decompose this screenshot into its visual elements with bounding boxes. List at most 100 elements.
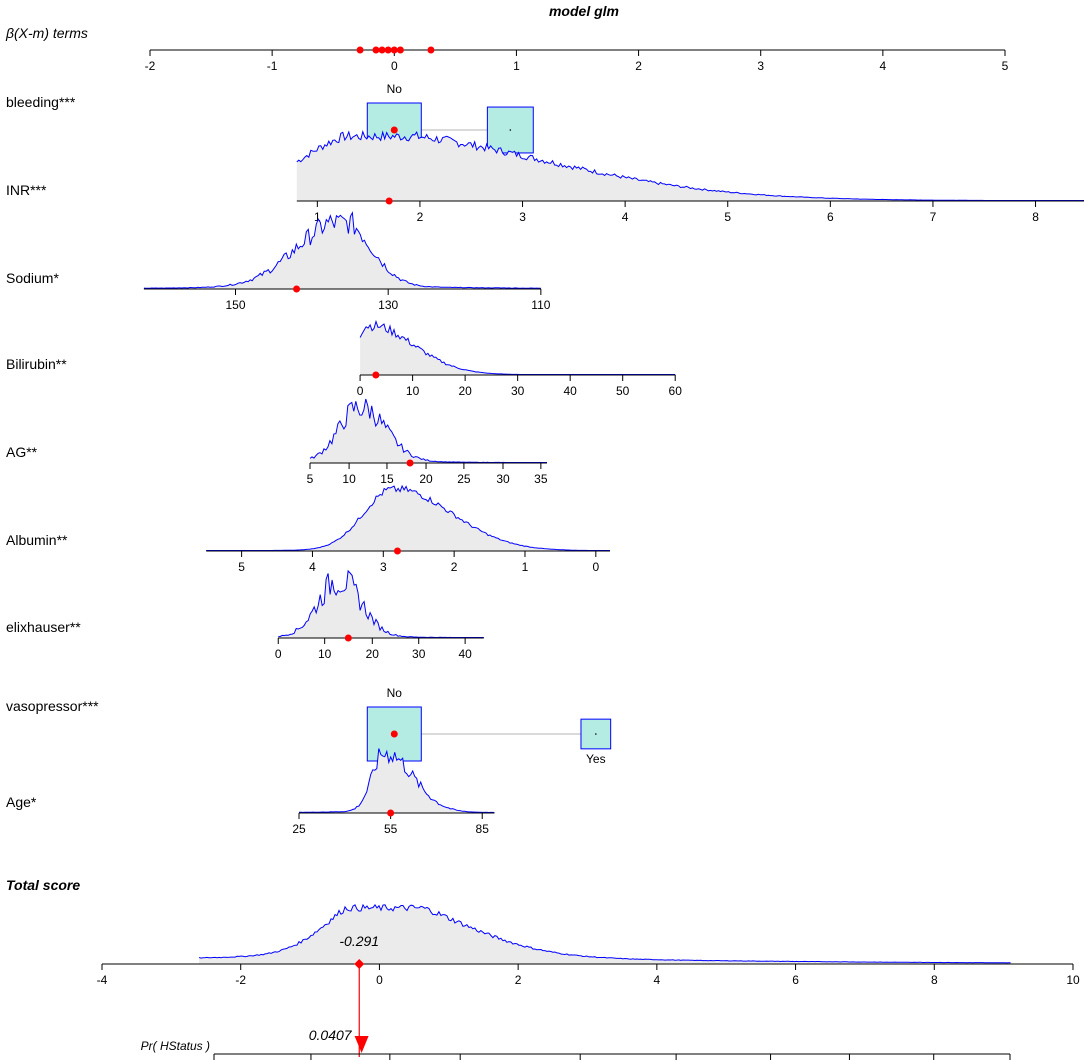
probability-label: Pr( HStatus ) (141, 1039, 210, 1053)
probability-observed-marker (354, 1036, 369, 1053)
elixhauser-tick-label: 10 (318, 647, 332, 661)
beta-point (390, 46, 398, 54)
albumin-density-fill (206, 486, 610, 551)
ag-tick-label: 35 (534, 472, 548, 486)
ag-tick-label: 10 (342, 472, 356, 486)
variable-label-bleeding: bleeding*** (6, 94, 76, 110)
sodium-tick-label: 150 (225, 298, 245, 312)
elixhauser-density-fill (278, 570, 484, 638)
ag-tick-label: 25 (457, 472, 471, 486)
albumin-tick-label: 2 (451, 560, 458, 574)
sodium-density-curve (143, 211, 541, 289)
bilirubin-tick-label: 0 (357, 384, 364, 398)
bilirubin-density-fill (360, 321, 676, 375)
inr-density-fill (296, 131, 1084, 201)
total-score-tick-label: 10 (1066, 973, 1080, 987)
vasopressor-category-yes: Yes (586, 752, 606, 766)
beta-scale-tick-label: 5 (1002, 59, 1009, 73)
elixhauser-tick-label: 0 (275, 647, 282, 661)
bilirubin-observed-marker (372, 371, 380, 379)
bilirubin-tick-label: 30 (511, 384, 525, 398)
inr-tick-label: 4 (622, 210, 629, 224)
beta-point (427, 46, 435, 54)
variable-label-albumin: Albumin** (6, 532, 68, 548)
variable-label-elixhauser: elixhauser** (6, 619, 81, 635)
ag-tick-label: 5 (307, 472, 314, 486)
beta-scale-tick-label: 0 (391, 59, 398, 73)
albumin-tick-label: 5 (238, 560, 245, 574)
sodium-tick-label: 130 (378, 298, 398, 312)
beta-point (384, 46, 392, 54)
albumin-observed-marker (393, 547, 401, 555)
total-score-tick-label: 2 (515, 973, 522, 987)
total-score-observed-label: -0.291 (339, 933, 379, 949)
ag-tick-label: 20 (419, 472, 433, 486)
inr-tick-label: 3 (519, 210, 526, 224)
albumin-density-curve (206, 484, 610, 551)
age-observed-marker (387, 809, 395, 817)
age-tick-label: 55 (384, 822, 398, 836)
total-score-observed-marker (354, 959, 365, 969)
inr-tick-label: 2 (417, 210, 424, 224)
total-score-tick-label: 4 (654, 973, 661, 987)
variable-label-bilirubin: Bilirubin** (6, 356, 67, 372)
bilirubin-tick-label: 60 (669, 384, 683, 398)
elixhauser-density-curve (278, 569, 484, 639)
total-score-density-curve (198, 903, 1011, 964)
inr-observed-marker (385, 197, 393, 205)
ag-observed-marker (406, 459, 414, 467)
inr-tick-label: 5 (724, 210, 731, 224)
beta-scale-tick-label: -2 (145, 59, 156, 73)
variable-label-age: Age* (6, 794, 37, 810)
chart-body: β(X-m) terms -2 -1 0 1 2 3 4 5 bleeding*** No Yes IN… (5, 25, 1084, 1060)
beta-point (372, 46, 380, 54)
inr-tick-label: 1 (314, 210, 321, 224)
beta-scale-tick-label: -1 (267, 59, 278, 73)
beta-point (378, 46, 386, 54)
albumin-tick-label: 4 (309, 560, 316, 574)
inr-tick-label: 6 (827, 210, 834, 224)
age-tick-label: 25 (292, 822, 306, 836)
total-score-tick-label: 0 (376, 973, 383, 987)
sodium-tick-label: 110 (531, 298, 550, 312)
vasopressor-yes-center (595, 733, 597, 735)
total-score-tick-label: -2 (235, 973, 246, 987)
beta-scale-tick-label: 3 (757, 59, 764, 73)
variable-label-ag: AG** (6, 444, 38, 460)
bleeding-observed-marker (390, 126, 398, 134)
total-score-tick-label: -4 (97, 973, 108, 987)
ag-tick-label: 15 (380, 472, 394, 486)
age-tick-label: 85 (476, 822, 490, 836)
age-density-curve (298, 748, 495, 814)
sodium-density-fill (143, 212, 541, 289)
vasopressor-category-no: No (387, 686, 403, 700)
bilirubin-tick-label: 50 (616, 384, 630, 398)
variable-label-vasopressor: vasopressor*** (6, 698, 99, 714)
elixhauser-tick-label: 30 (412, 647, 426, 661)
total-score-density-fill (199, 904, 1011, 964)
age-density-fill (299, 748, 495, 813)
total-score-tick-label: 8 (931, 973, 938, 987)
albumin-tick-label: 0 (592, 560, 599, 574)
variable-label-inr: INR*** (6, 182, 47, 198)
elixhauser-tick-label: 40 (458, 647, 472, 661)
bilirubin-tick-label: 20 (458, 384, 472, 398)
bilirubin-tick-label: 10 (406, 384, 420, 398)
ag-density-fill (310, 399, 547, 463)
beta-point (356, 46, 364, 54)
beta-scale-tick-label: 1 (513, 59, 520, 73)
vasopressor-observed-marker (390, 730, 398, 738)
inr-tick-label: 7 (930, 210, 937, 224)
beta-scale-tick-label: 2 (635, 59, 642, 73)
beta-scale-tick-label: 4 (880, 59, 887, 73)
total-score-tick-label: 6 (792, 973, 799, 987)
variable-label-sodium: Sodium* (6, 270, 59, 286)
elixhauser-tick-label: 20 (366, 647, 380, 661)
albumin-tick-label: 1 (522, 560, 529, 574)
bleeding-yes-center (509, 129, 512, 131)
albumin-tick-label: 3 (380, 560, 387, 574)
bilirubin-tick-label: 40 (563, 384, 577, 398)
probability-observed-label: 0.0407 (309, 1027, 353, 1043)
sodium-observed-marker (293, 285, 301, 293)
